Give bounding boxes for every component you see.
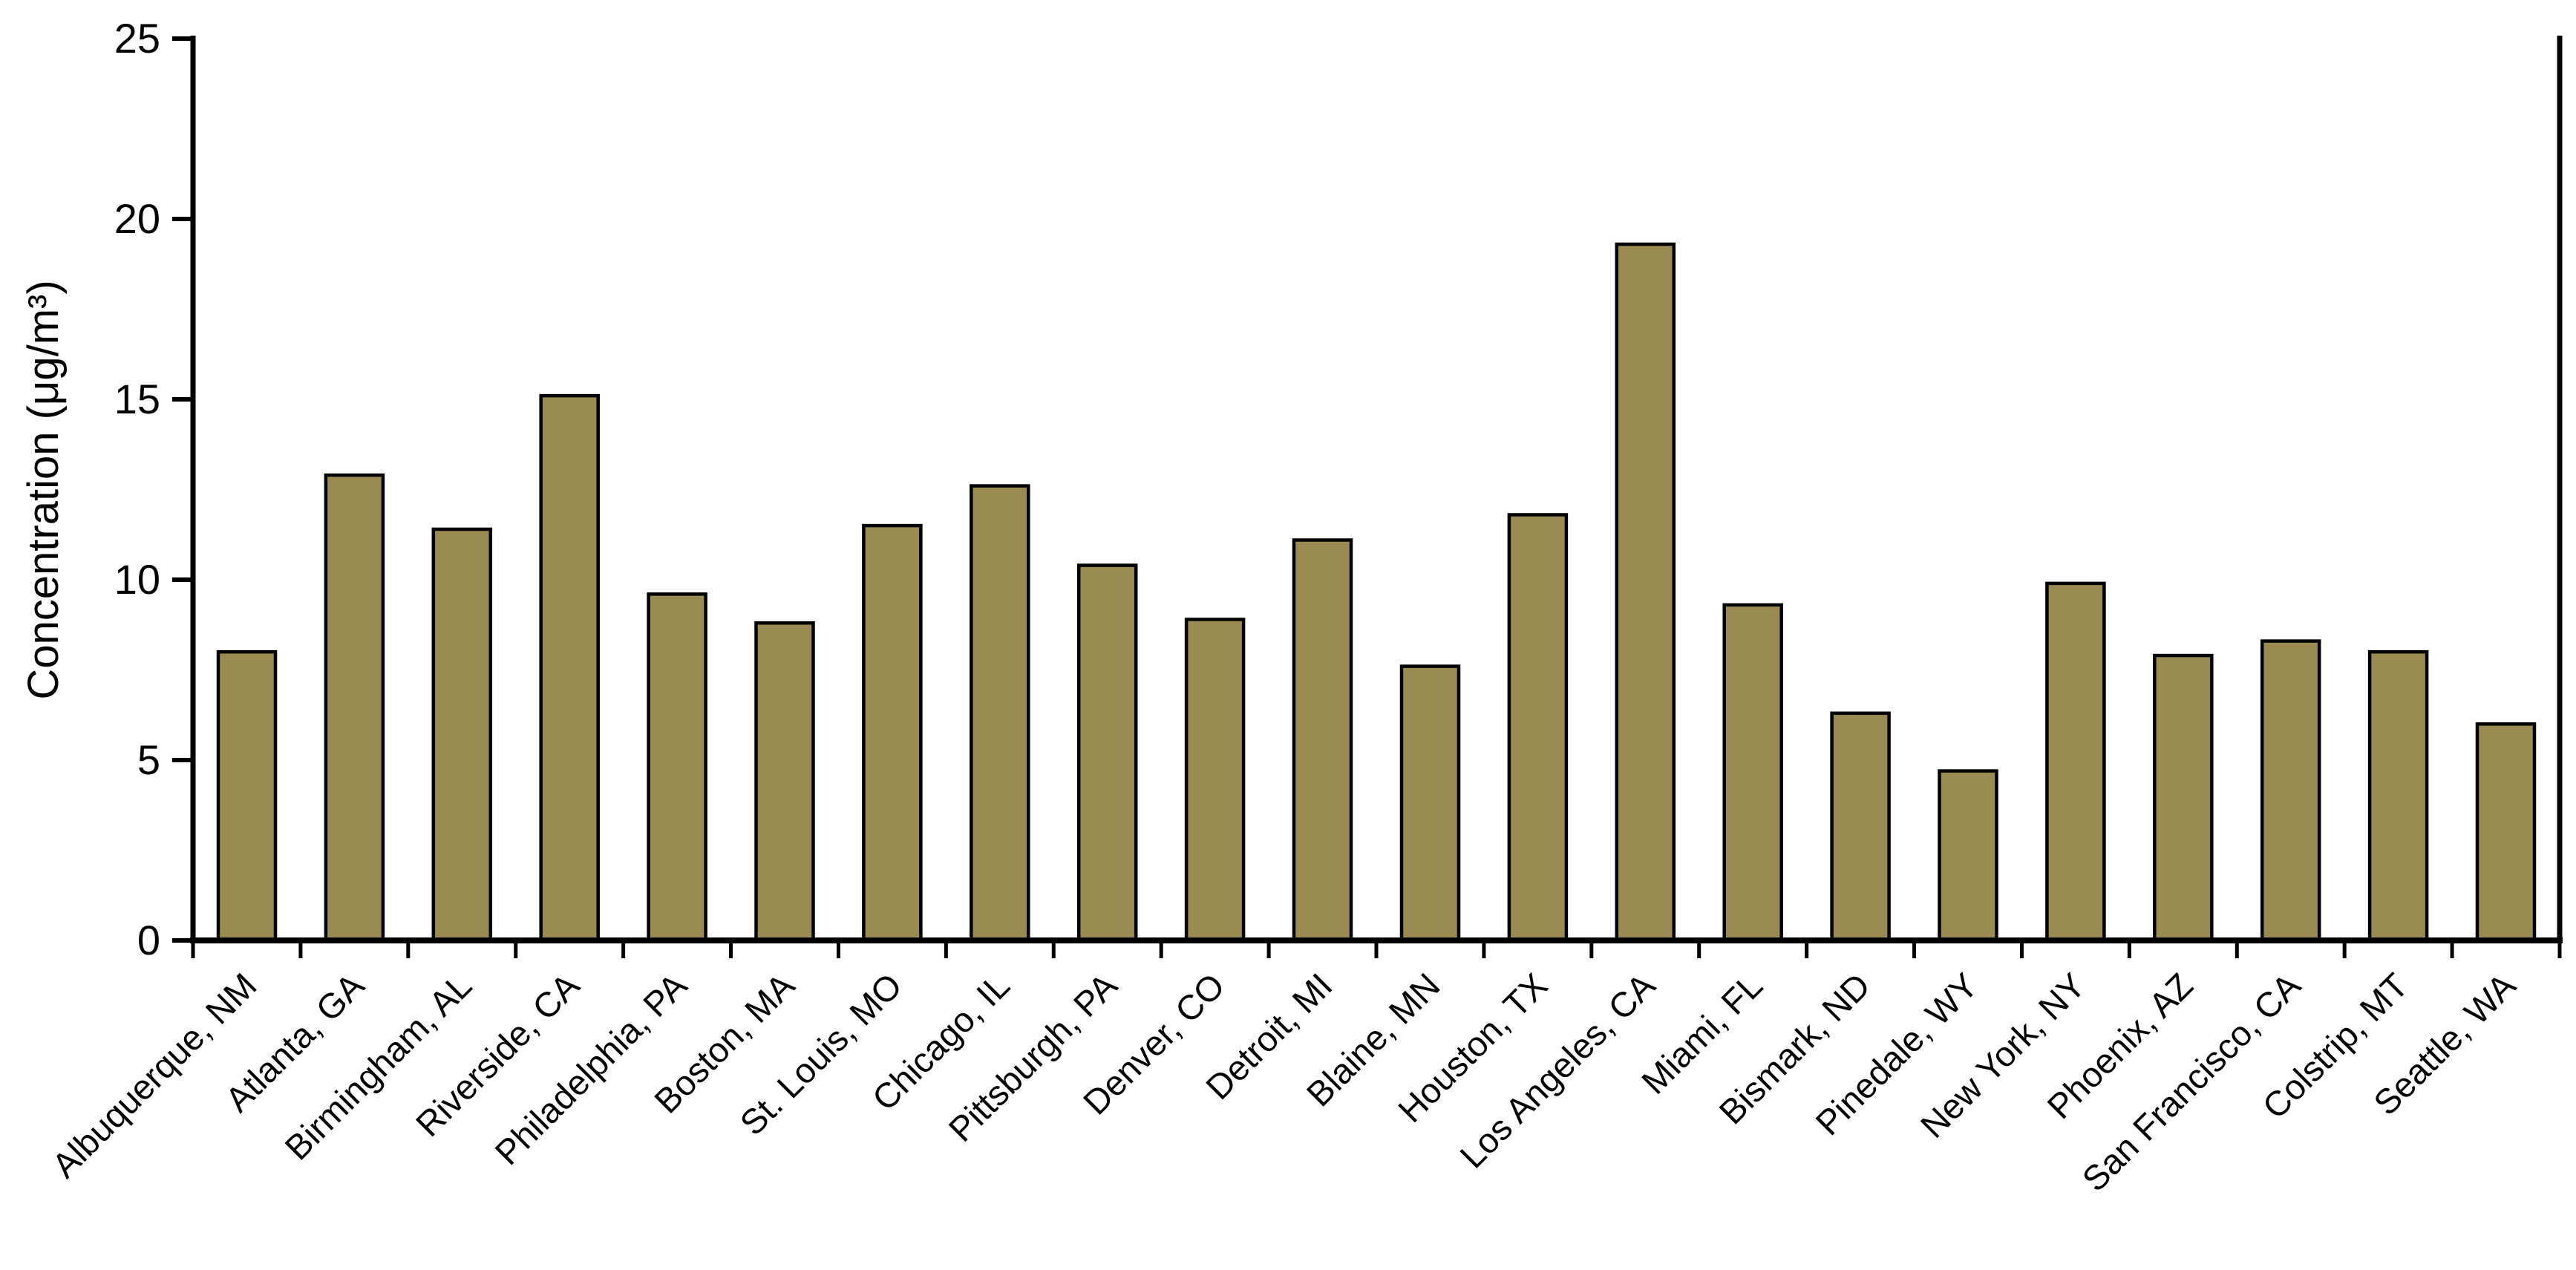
x-tick-label: Los Angeles, CA xyxy=(1452,965,1663,1176)
bar xyxy=(1938,769,1998,943)
bar xyxy=(2260,639,2321,943)
bar xyxy=(970,484,1030,943)
bar xyxy=(647,592,707,943)
y-tick-label: 0 xyxy=(137,917,160,963)
bar xyxy=(1076,563,1138,943)
y-tick-label: 25 xyxy=(114,15,160,62)
y-tick-label: 20 xyxy=(114,195,160,242)
bar xyxy=(2045,581,2106,943)
bar xyxy=(1830,711,1891,943)
bar xyxy=(2475,722,2537,943)
bar xyxy=(1615,242,1676,943)
bar xyxy=(539,393,600,943)
y-tick-label: 15 xyxy=(114,376,160,422)
x-tick-label: Birmingham, AL xyxy=(277,966,479,1168)
x-tick-label: Philadelphia, PA xyxy=(487,965,694,1172)
bar xyxy=(1184,618,1246,943)
bar xyxy=(1292,538,1353,943)
bar xyxy=(2367,649,2429,943)
x-tick-label: Albuquerque, NM xyxy=(44,966,264,1185)
y-tick-label: 5 xyxy=(137,736,160,783)
bar xyxy=(1507,513,1569,943)
bar xyxy=(1399,664,1461,943)
bar xyxy=(862,523,923,943)
bar xyxy=(754,621,815,943)
y-axis-title: Concentration (μg/m³) xyxy=(19,280,68,699)
bar xyxy=(1722,603,1783,943)
bar xyxy=(324,473,385,943)
bar xyxy=(2153,653,2214,943)
y-tick-label: 10 xyxy=(114,556,160,603)
bar xyxy=(216,649,278,943)
bar xyxy=(431,527,493,943)
bars-group xyxy=(216,242,2537,943)
